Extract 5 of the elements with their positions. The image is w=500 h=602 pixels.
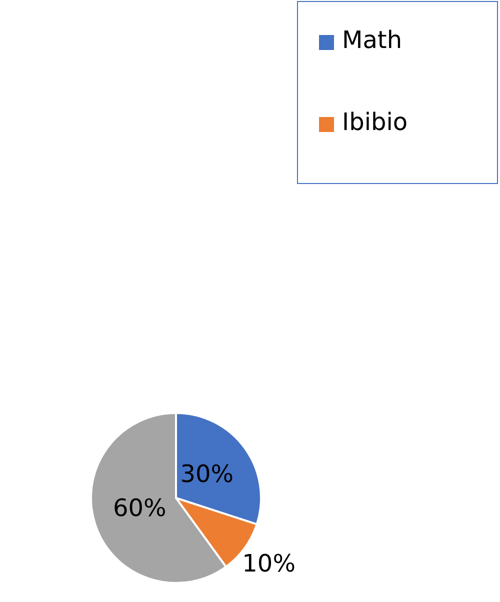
data-label: 30%: [180, 460, 234, 488]
data-label: 60%: [112, 494, 166, 522]
data-label: 10%: [242, 550, 296, 578]
legend-label: Ibibio: [342, 108, 408, 136]
legend-label: Math: [342, 26, 402, 54]
